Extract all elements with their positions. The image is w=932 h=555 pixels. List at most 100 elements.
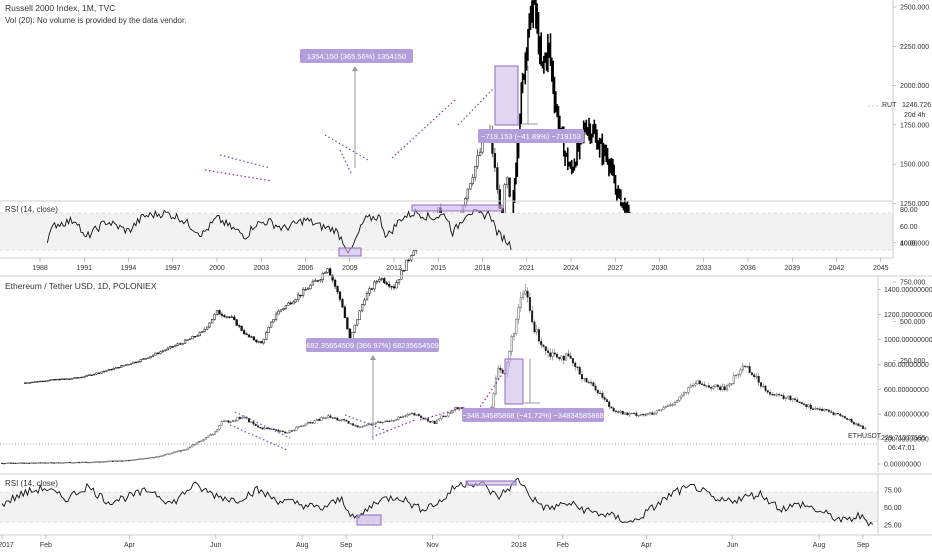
eth-candle-body <box>23 462 26 464</box>
eth-candle-body <box>621 410 624 415</box>
eth-candle-body <box>850 419 853 423</box>
rut-candle-body <box>402 270 406 272</box>
eth-trend-2 <box>344 414 391 433</box>
rut-y-tick-label: 1500.000 <box>900 162 929 169</box>
eth-candle-body <box>145 457 148 459</box>
eth-candle-body <box>66 461 69 464</box>
eth-candle-body <box>739 369 742 375</box>
rut-candle-body <box>181 343 184 345</box>
rut-candle-body <box>203 328 206 332</box>
rut-candle-body <box>198 332 201 337</box>
eth-candle-body <box>725 385 728 391</box>
eth-candle-body <box>746 366 749 368</box>
eth-trendlines <box>229 369 506 451</box>
eth-candle-body <box>562 355 565 361</box>
eth-candle-body <box>232 420 235 423</box>
eth-candle-body <box>642 414 645 416</box>
rut-candle-body <box>272 319 275 323</box>
rut-candle-body <box>506 177 509 185</box>
eth-candle-body <box>89 461 92 464</box>
eth-candle-body <box>449 412 452 414</box>
eth-candle-body <box>399 416 402 418</box>
rut-x-tick-label: 1988 <box>32 265 48 272</box>
eth-candle-body <box>567 353 570 357</box>
eth-rsi-panel: RSI (14, close) 75.00 50.00 25.00 <box>0 473 932 535</box>
eth-candle-body <box>692 385 695 387</box>
eth-candle-body <box>352 423 355 426</box>
eth-candle-body <box>861 425 864 429</box>
rut-candle-body <box>297 294 300 300</box>
eth-candle-body <box>166 453 169 455</box>
rut-candle-body <box>324 272 327 274</box>
eth-rsi-low-box <box>356 514 382 526</box>
eth-candle-body <box>30 462 33 464</box>
eth-candle-body <box>721 386 724 391</box>
rut-rsi-label: RSI (14, close) <box>5 205 58 214</box>
eth-candle-body <box>318 418 321 421</box>
eth-down-measure-box <box>504 358 524 405</box>
eth-candle-body <box>363 425 366 427</box>
eth-candle-body <box>406 414 409 417</box>
rut-x-tick-label: 2021 <box>519 265 535 272</box>
eth-candle-body <box>309 422 312 424</box>
eth-x-tick-label: Aug <box>813 542 826 549</box>
eth-candle-body <box>585 378 588 383</box>
rut-candle-body <box>299 294 302 297</box>
eth-candle-body <box>107 460 110 462</box>
rut-candle-body <box>225 316 229 318</box>
eth-rsi-tick-label: 75.00 <box>884 487 902 494</box>
eth-candle-body <box>687 387 690 393</box>
eth-y-ticks: 1400.00000000 1200.00000000 1000.00000000 8… <box>878 287 932 469</box>
eth-candle-body <box>793 398 796 401</box>
eth-candle-body <box>139 458 142 460</box>
rut-candle-body <box>328 268 332 276</box>
eth-candle-body <box>118 460 121 462</box>
rut-x-tick-label: 2033 <box>696 265 712 272</box>
rut-candle-body <box>26 382 29 384</box>
eth-candle-body <box>782 395 785 399</box>
rut-candle-body <box>343 306 347 318</box>
rut-up-measure-box <box>300 49 413 63</box>
eth-candle-body <box>227 420 230 423</box>
eth-trend-1b <box>229 424 288 451</box>
rut-panel: 1354.150 (365.56%) 1354150 −719.153 (−41… <box>5 0 932 384</box>
eth-candle-body <box>712 386 715 389</box>
rut-trend-2b <box>339 149 353 176</box>
rut-candle-body <box>144 358 147 360</box>
rut-candle-body <box>309 284 312 290</box>
eth-candle-body <box>823 409 826 412</box>
eth-candle-body <box>533 321 536 333</box>
rut-last-symbol: RUT <box>882 102 897 109</box>
eth-candle-body <box>519 297 522 308</box>
eth-candle-body <box>272 428 275 430</box>
eth-candle-body <box>383 420 386 423</box>
eth-candle-body <box>764 385 767 391</box>
rut-candle-body <box>43 380 47 382</box>
rut-candle-body <box>368 288 371 294</box>
eth-candle-body <box>220 421 223 426</box>
eth-candle-body <box>87 461 90 464</box>
rut-candle-body <box>159 351 162 354</box>
eth-candle-body <box>148 457 151 459</box>
eth-candle-body <box>565 353 568 361</box>
eth-candle-body <box>32 462 35 464</box>
eth-candle-body <box>177 450 180 452</box>
eth-candle-body <box>605 399 608 403</box>
eth-candle-body <box>719 386 722 391</box>
eth-candle-body <box>553 352 556 355</box>
rut-candle-body <box>70 378 74 380</box>
eth-rsi-tick-label: 25.00 <box>884 522 902 529</box>
eth-candle-body <box>331 417 334 419</box>
eth-candle-body <box>365 424 368 426</box>
rut-candle-body <box>478 151 482 156</box>
eth-candle-body <box>646 413 649 416</box>
eth-candle-body <box>304 423 307 426</box>
eth-candle-body <box>5 462 8 464</box>
eth-candle-body <box>155 456 158 458</box>
eth-candle-body <box>814 408 817 410</box>
rut-candle-body <box>247 334 251 337</box>
eth-candle-body <box>225 420 228 422</box>
rut-candle-body <box>292 301 295 305</box>
rut-candle-body <box>38 380 42 383</box>
eth-x-tick-label: Aug <box>296 542 309 549</box>
